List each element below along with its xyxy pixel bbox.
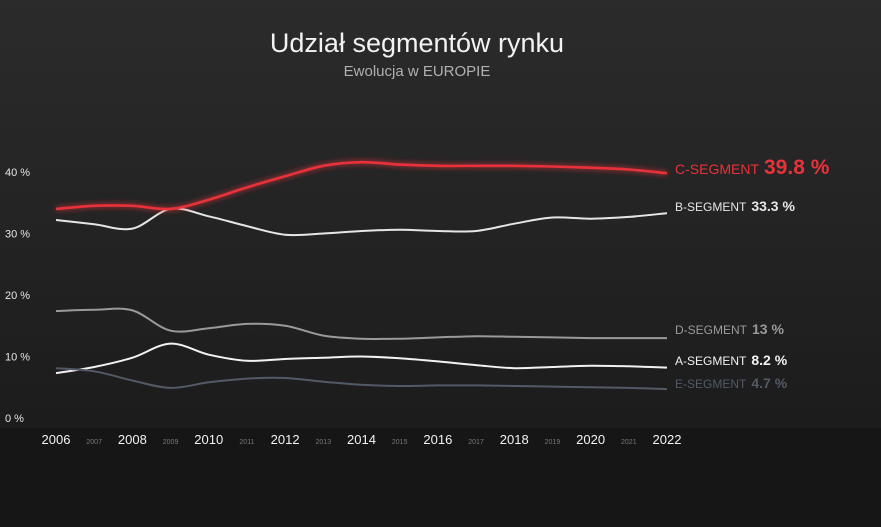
y-axis: 0 % 10 % 20 % 30 % 40 % xyxy=(5,167,30,425)
series-labels: C-SEGMENT 39.8 % B-SEGMENT 33.3 % D-SEGMENT 1… xyxy=(675,156,830,391)
x-tick-label: 2017 xyxy=(468,439,484,446)
x-tick-label: 2008 xyxy=(118,432,147,447)
chart-title: Udział segmentów rynku xyxy=(269,28,565,58)
chart-subtitle: Ewolucja w EUROPIE xyxy=(343,63,491,80)
series-value: 39.8 % xyxy=(764,156,830,179)
x-tick-label: 2006 xyxy=(42,432,71,447)
y-tick-label: 20 % xyxy=(5,290,30,302)
x-tick-label: 2011 xyxy=(239,439,254,446)
series-value: 4.7 % xyxy=(751,375,787,391)
series-name: B-SEGMENT xyxy=(675,200,747,214)
x-tick-label: 2022 xyxy=(653,432,682,447)
y-tick-label: 40 % xyxy=(5,167,30,179)
series-line-c-segment xyxy=(55,160,668,211)
series-value: 33.3 % xyxy=(751,198,795,214)
series-lines xyxy=(55,160,668,391)
series-label-b-segment: B-SEGMENT 33.3 % xyxy=(675,198,795,214)
x-tick-label: 2019 xyxy=(545,439,561,446)
x-tick-label: 2009 xyxy=(163,439,179,446)
x-tick-label: 2016 xyxy=(423,432,452,447)
y-tick-label: 10 % xyxy=(5,352,30,364)
x-tick-label: 2018 xyxy=(500,432,529,447)
x-tick-label: 2015 xyxy=(392,439,408,446)
series-line-a-segment xyxy=(55,342,668,375)
y-tick-label: 0 % xyxy=(5,413,24,425)
x-tick-label: 2007 xyxy=(86,439,102,446)
series-value: 13 % xyxy=(752,321,784,337)
x-tick-label: 2014 xyxy=(347,432,376,447)
series-line-b-segment xyxy=(55,207,668,237)
x-tick-label: 2021 xyxy=(621,439,637,446)
series-label-c-segment: C-SEGMENT 39.8 % xyxy=(675,156,830,179)
series-label-a-segment: A-SEGMENT 8.2 % xyxy=(675,352,788,368)
y-tick-label: 30 % xyxy=(5,229,30,241)
series-label-e-segment: E-SEGMENT 4.7 % xyxy=(675,375,788,391)
x-tick-label: 2012 xyxy=(271,432,300,447)
x-axis: 2006 2007 2008 2009 2010 2011 2012 2013 2014 2015… xyxy=(42,432,682,447)
x-tick-label: 2013 xyxy=(316,439,332,446)
series-name: C-SEGMENT xyxy=(675,161,759,177)
x-tick-label: 2020 xyxy=(576,432,605,447)
series-name: A-SEGMENT xyxy=(675,354,747,368)
series-line-d-segment xyxy=(55,307,667,340)
footer-band xyxy=(0,428,881,527)
x-tick-label: 2010 xyxy=(194,432,223,447)
series-name: E-SEGMENT xyxy=(675,377,747,391)
series-name: D-SEGMENT xyxy=(675,323,748,337)
series-label-d-segment: D-SEGMENT 13 % xyxy=(675,321,784,337)
series-line-e-segment xyxy=(55,367,668,391)
series-value: 8.2 % xyxy=(751,352,787,368)
